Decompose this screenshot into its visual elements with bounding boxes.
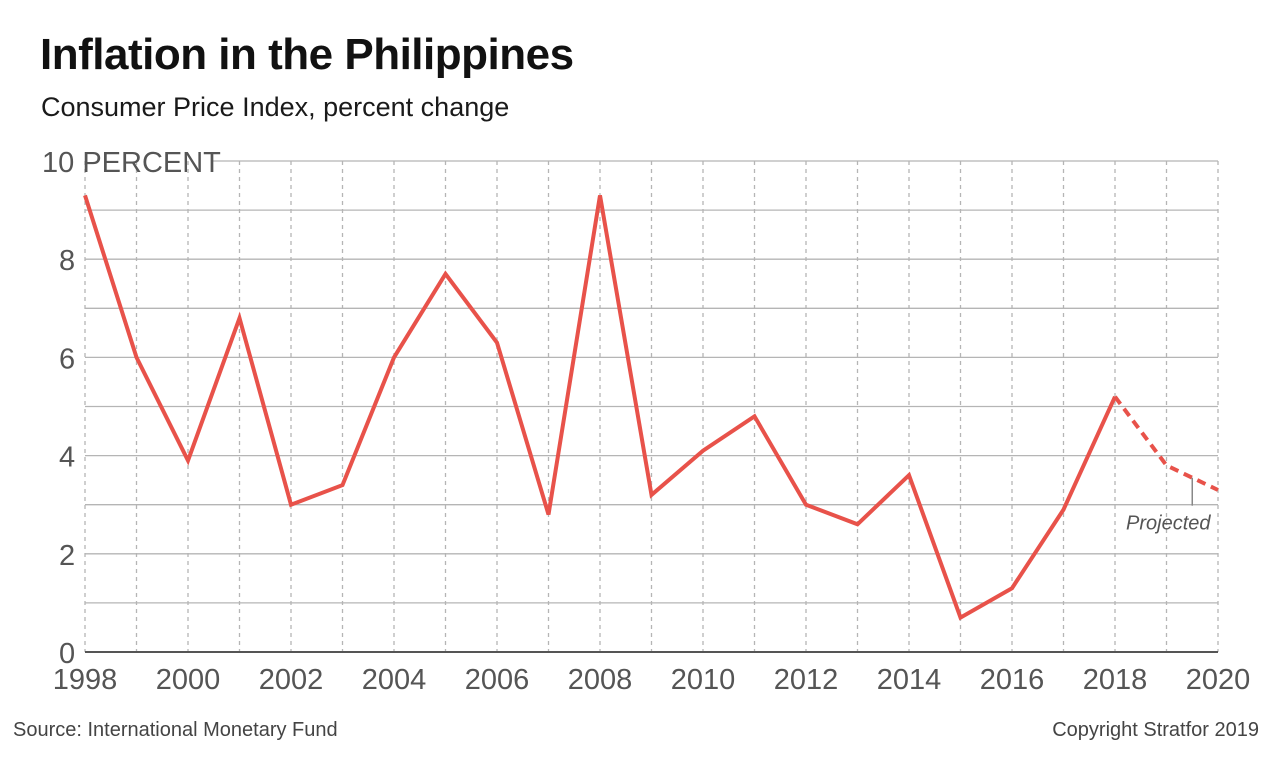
y-tick-label: 4: [59, 442, 75, 474]
copyright-note: Copyright Stratfor 2019: [1052, 719, 1259, 741]
inflation-series-line: [83, 194, 1117, 621]
x-tick-label: 2010: [671, 664, 736, 696]
x-tick-label: 2002: [259, 664, 324, 696]
x-tick-label: 2020: [1186, 664, 1251, 696]
x-tick-label: 2004: [362, 664, 427, 696]
projected-series-line: [1113, 395, 1219, 492]
x-tick-label: 2000: [156, 664, 221, 696]
source-note: Source: International Monetary Fund: [13, 719, 338, 741]
y-tick-label: 8: [59, 245, 75, 277]
y-tick-label: 0: [59, 638, 75, 670]
x-tick-label: 2018: [1083, 664, 1148, 696]
y-tick-label: 2: [59, 540, 75, 572]
y-tick-label: 6: [59, 343, 75, 375]
x-tick-label: 2008: [568, 664, 633, 696]
projected-annotation: Projected: [1126, 513, 1211, 535]
x-tick-label: 2012: [774, 664, 839, 696]
chart-title: Inflation in the Philippines: [40, 30, 574, 79]
x-tick-label: 2006: [465, 664, 530, 696]
chart-subtitle: Consumer Price Index, percent change: [41, 92, 510, 122]
x-tick-label: 2014: [877, 664, 942, 696]
y-tick-label: 10 PERCENT: [42, 147, 221, 179]
x-tick-label: 1998: [53, 664, 118, 696]
x-tick-label: 2016: [980, 664, 1045, 696]
